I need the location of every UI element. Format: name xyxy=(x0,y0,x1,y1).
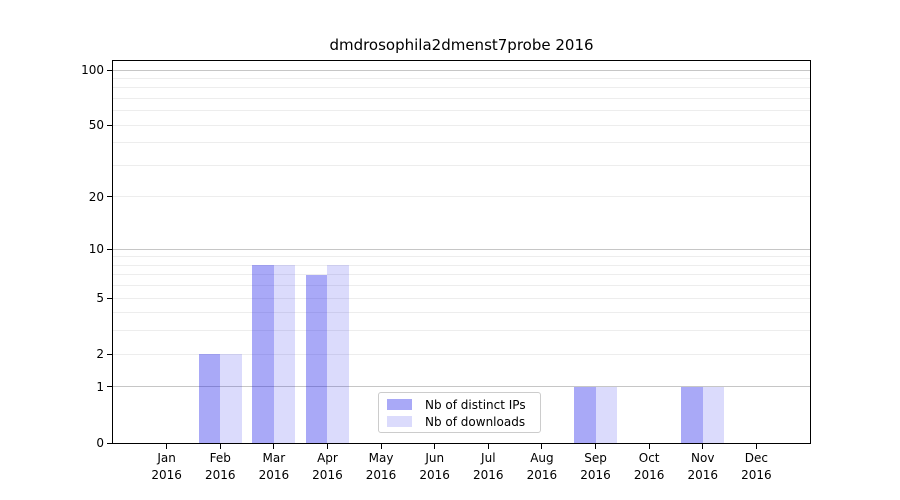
bar-downloads-mar xyxy=(273,265,296,443)
x-tick-label: Sep 2016 xyxy=(580,451,611,482)
minor-gridline xyxy=(113,264,810,266)
x-tick xyxy=(541,444,543,449)
x-tick xyxy=(273,444,275,449)
x-tick xyxy=(166,444,168,449)
bar-distinct-ips-nov xyxy=(681,386,703,443)
y-tick xyxy=(107,69,112,71)
minor-gridline xyxy=(113,312,810,314)
x-tick xyxy=(648,444,650,449)
x-tick xyxy=(595,444,597,449)
y-tick xyxy=(107,386,112,388)
bar-downloads-nov xyxy=(702,386,725,443)
minor-gridline xyxy=(113,142,810,144)
x-tick-label: Nov 2016 xyxy=(687,451,719,482)
x-tick-label: Dec 2016 xyxy=(741,451,772,482)
minor-gridline xyxy=(113,87,810,89)
x-tick-label: Mar 2016 xyxy=(258,451,290,482)
x-tick xyxy=(326,444,328,449)
bar-downloads-feb xyxy=(220,354,242,443)
legend-swatch-downloads xyxy=(387,416,412,427)
y-tick-label: 1 xyxy=(96,379,104,394)
bar-distinct-ips-apr xyxy=(305,274,328,443)
x-tick xyxy=(219,444,221,449)
minor-gridline xyxy=(113,164,810,166)
legend: Nb of distinct IPs Nb of downloads xyxy=(378,392,541,433)
major-gridline xyxy=(113,69,810,71)
bar-distinct-ips-sep xyxy=(574,386,596,443)
y-tick xyxy=(107,442,112,444)
minor-gridline xyxy=(113,110,810,112)
x-tick-label: Apr 2016 xyxy=(312,451,343,482)
x-tick xyxy=(755,444,757,449)
minor-gridline xyxy=(113,97,810,99)
y-tick xyxy=(107,297,112,299)
x-tick xyxy=(487,444,489,449)
y-tick xyxy=(107,196,112,198)
x-tick-label: May 2016 xyxy=(365,451,397,482)
y-tick-label: 50 xyxy=(88,118,104,133)
minor-gridline xyxy=(113,274,810,276)
y-tick xyxy=(107,353,112,355)
x-tick-label: Oct 2016 xyxy=(633,451,665,482)
x-tick xyxy=(702,444,704,449)
x-tick-label: Jul 2016 xyxy=(473,451,504,482)
legend-entry: Nb of distinct IPs xyxy=(387,396,532,413)
y-tick-label: 100 xyxy=(81,63,104,77)
chart-title: dmdrosophila2dmenst7probe 2016 xyxy=(329,36,594,54)
x-tick-label: Jan 2016 xyxy=(151,451,182,482)
bar-downloads-apr xyxy=(327,265,349,443)
x-tick xyxy=(380,444,382,449)
y-tick xyxy=(107,124,112,126)
x-tick-label: Jun 2016 xyxy=(419,451,450,482)
y-tick xyxy=(107,248,112,250)
minor-gridline xyxy=(113,256,810,258)
bar-downloads-sep xyxy=(595,386,618,443)
major-gridline xyxy=(113,248,810,250)
minor-gridline xyxy=(113,124,810,126)
x-tick-label: Feb 2016 xyxy=(204,451,236,482)
bar-distinct-ips-feb xyxy=(198,354,221,443)
y-tick-label: 20 xyxy=(88,189,104,204)
y-tick-label: 0 xyxy=(96,436,104,450)
minor-gridline xyxy=(113,353,810,355)
plot-area xyxy=(112,60,811,444)
legend-label: Nb of downloads xyxy=(425,414,526,429)
x-tick-label: Aug 2016 xyxy=(526,451,558,482)
minor-gridline xyxy=(113,330,810,332)
x-tick xyxy=(434,444,436,449)
minor-gridline xyxy=(113,297,810,299)
legend-swatch-distinct-ips xyxy=(387,399,412,410)
y-tick-label: 5 xyxy=(96,291,104,306)
y-tick-label: 10 xyxy=(88,242,104,257)
minor-gridline xyxy=(113,196,810,198)
y-tick-label: 2 xyxy=(96,347,104,362)
minor-gridline xyxy=(113,77,810,79)
legend-label: Nb of distinct IPs xyxy=(425,397,526,412)
legend-entry: Nb of downloads xyxy=(387,413,532,430)
major-gridline xyxy=(113,386,810,388)
minor-gridline xyxy=(113,285,810,287)
bar-distinct-ips-mar xyxy=(252,265,274,443)
